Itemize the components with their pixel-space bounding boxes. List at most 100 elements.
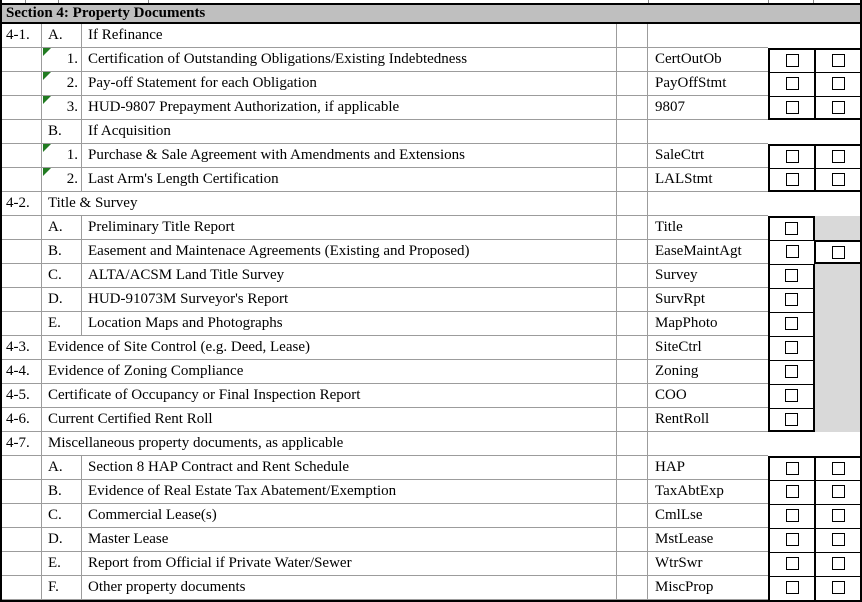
checkbox[interactable] xyxy=(785,269,798,282)
spacer-cell xyxy=(617,120,648,144)
spacer-cell xyxy=(617,48,648,72)
checkbox[interactable] xyxy=(831,173,845,186)
checkbox[interactable] xyxy=(785,222,798,235)
table-row: 4-5. Certificate of Occupancy or Final In… xyxy=(2,384,860,408)
checkbox-cell xyxy=(768,288,815,312)
description-cell: HUD-9807 Prepayment Authorization, if ap… xyxy=(82,96,617,120)
checkbox[interactable] xyxy=(831,509,845,522)
checkbox-cell xyxy=(815,528,860,552)
spacer-cell xyxy=(617,456,648,480)
shaded-cell xyxy=(815,264,860,288)
checkbox[interactable] xyxy=(785,365,798,378)
gridline xyxy=(768,0,769,3)
checkbox[interactable] xyxy=(785,533,799,546)
spacer-cell xyxy=(617,336,648,360)
checkbox[interactable] xyxy=(785,293,798,306)
checkbox-cell xyxy=(768,120,815,144)
checkbox[interactable] xyxy=(831,54,845,67)
checkbox[interactable] xyxy=(785,173,799,186)
checkbox-cell xyxy=(768,528,815,552)
checkbox[interactable] xyxy=(831,77,845,90)
code-cell: HAP xyxy=(648,456,768,480)
item-letter-cell: F. xyxy=(42,576,82,600)
code-cell: EaseMaintAgt xyxy=(648,240,768,264)
checkbox[interactable] xyxy=(831,462,845,475)
item-number-cell xyxy=(2,504,42,528)
item-number-cell: 4-4. xyxy=(2,360,42,384)
item-letter-cell: A. xyxy=(42,24,82,48)
code-cell: SurvRpt xyxy=(648,288,768,312)
comment-flag-icon xyxy=(43,96,51,104)
checkbox[interactable] xyxy=(785,485,799,498)
item-number-cell xyxy=(2,576,42,600)
table-row: D. HUD-91073M Surveyor's Report SurvRpt xyxy=(2,288,860,312)
checkbox[interactable] xyxy=(785,317,798,330)
item-sub-number-cell: 2. xyxy=(42,168,82,192)
checkbox[interactable] xyxy=(785,77,799,90)
checkbox-cell xyxy=(768,264,815,288)
item-number-cell xyxy=(2,288,42,312)
item-letter-cell: A. xyxy=(42,216,82,240)
code-cell: MapPhoto xyxy=(648,312,768,336)
checkbox[interactable] xyxy=(831,246,845,259)
code-cell: RentRoll xyxy=(648,408,768,432)
checkbox[interactable] xyxy=(831,101,845,114)
checkbox[interactable] xyxy=(785,245,799,258)
table-row: E. Location Maps and Photographs MapPhoto xyxy=(2,312,860,336)
description-cell: Location Maps and Photographs xyxy=(82,312,617,336)
checkbox-cell xyxy=(815,576,860,600)
code-cell: Title xyxy=(648,216,768,240)
gridline xyxy=(813,0,814,3)
item-letter-cell: B. xyxy=(42,120,82,144)
spacer-cell xyxy=(617,480,648,504)
table-row: 1. Purchase & Sale Agreement with Amendme… xyxy=(2,144,860,168)
spacer-cell xyxy=(617,504,648,528)
description-cell: Master Lease xyxy=(82,528,617,552)
code-cell xyxy=(648,24,768,48)
checkbox[interactable] xyxy=(831,485,845,498)
checkbox[interactable] xyxy=(785,462,799,475)
shaded-cell xyxy=(815,384,860,408)
checkbox[interactable] xyxy=(785,389,798,402)
checkbox[interactable] xyxy=(831,533,845,546)
checkbox[interactable] xyxy=(785,581,799,594)
checkbox[interactable] xyxy=(785,54,799,67)
shaded-cell xyxy=(815,216,860,240)
spacer-cell xyxy=(617,24,648,48)
item-sub-number-cell: 1. xyxy=(42,48,82,72)
checkbox-cell xyxy=(815,192,860,216)
item-letter-cell: D. xyxy=(42,288,82,312)
checkbox[interactable] xyxy=(785,150,799,163)
table-row: 4-1. A. If Refinance xyxy=(2,24,860,48)
item-number-cell xyxy=(2,480,42,504)
description-cell: If Acquisition xyxy=(82,120,617,144)
table-row: B. Evidence of Real Estate Tax Abatement/… xyxy=(2,480,860,504)
item-number-cell xyxy=(2,96,42,120)
item-number-cell xyxy=(2,264,42,288)
item-letter-cell: E. xyxy=(42,552,82,576)
item-number-cell xyxy=(2,48,42,72)
spacer-cell xyxy=(617,408,648,432)
spacer-cell xyxy=(617,552,648,576)
table-row: 4-3. Evidence of Site Control (e.g. Deed,… xyxy=(2,336,860,360)
table-row: B. If Acquisition xyxy=(2,120,860,144)
checkbox-cell xyxy=(768,24,815,48)
item-number-cell xyxy=(2,216,42,240)
spacer-cell xyxy=(617,528,648,552)
description-cell: Evidence of Site Control (e.g. Deed, Lea… xyxy=(42,336,617,360)
checkbox[interactable] xyxy=(785,509,799,522)
checkbox[interactable] xyxy=(831,557,845,570)
item-sub-number-cell: 1. xyxy=(42,144,82,168)
table-row: 4-2. Title & Survey xyxy=(2,192,860,216)
checkbox[interactable] xyxy=(785,557,799,570)
checkbox[interactable] xyxy=(785,101,799,114)
checkbox[interactable] xyxy=(785,341,798,354)
checkbox[interactable] xyxy=(831,581,845,594)
checkbox-cell xyxy=(815,120,860,144)
description-cell: Pay-off Statement for each Obligation xyxy=(82,72,617,96)
checkbox[interactable] xyxy=(785,413,798,426)
code-cell: COO xyxy=(648,384,768,408)
checkbox[interactable] xyxy=(831,150,845,163)
checkbox-cell xyxy=(815,72,860,96)
checkbox-cell xyxy=(815,24,860,48)
